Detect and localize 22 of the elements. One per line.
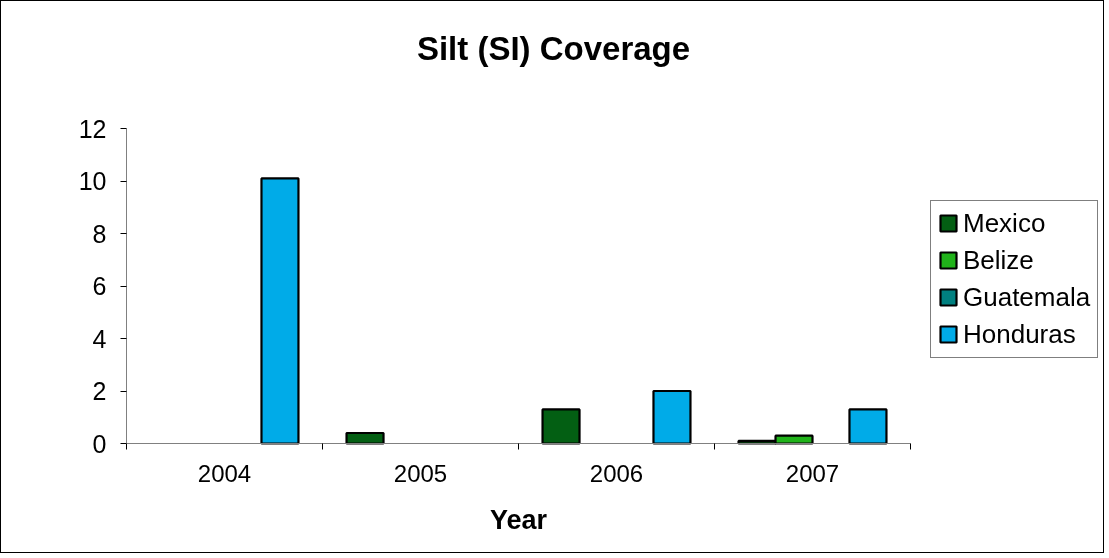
x-axis-title: Year bbox=[489, 504, 548, 535]
y-tick-label: 2 bbox=[92, 377, 107, 405]
bar bbox=[652, 389, 692, 445]
bar bbox=[541, 408, 581, 445]
y-tick-label: 12 bbox=[78, 114, 107, 143]
bar bbox=[848, 408, 888, 445]
bar bbox=[260, 177, 300, 445]
chart-title: Silt (SI) Coverage bbox=[416, 30, 691, 67]
y-tick-label: 4 bbox=[92, 324, 107, 353]
y-tick-label: 0 bbox=[92, 429, 107, 458]
x-tick-label: 2006 bbox=[589, 459, 644, 487]
x-tick-label: 2004 bbox=[197, 459, 252, 487]
y-tick-label: 10 bbox=[78, 167, 107, 195]
legend-label: Belize bbox=[963, 244, 1034, 276]
y-tick-label: 8 bbox=[92, 219, 107, 248]
x-tick-label: 2005 bbox=[393, 459, 448, 487]
x-tick-label: 2007 bbox=[785, 459, 840, 487]
legend-label: Honduras bbox=[963, 318, 1076, 350]
bar bbox=[345, 431, 385, 445]
legend-label: Guatemala bbox=[963, 281, 1091, 313]
legend-label: Mexico bbox=[963, 207, 1046, 239]
y-tick-label: 6 bbox=[92, 272, 107, 300]
